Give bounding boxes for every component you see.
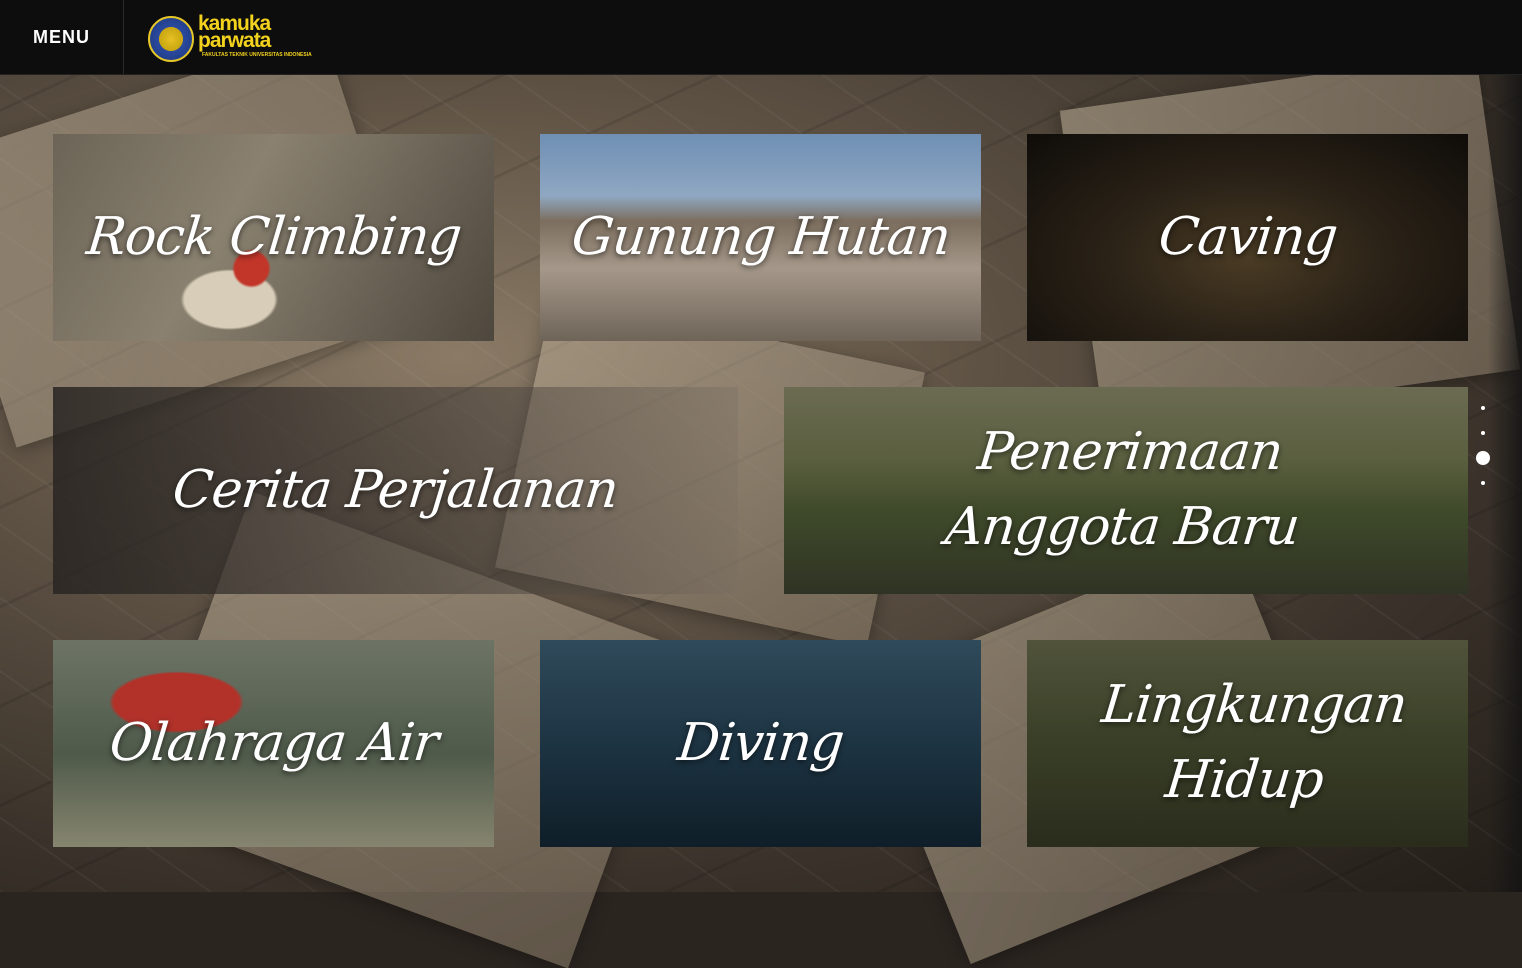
tile-label: Caving	[1155, 206, 1340, 267]
tile-gunung-hutan[interactable]: Gunung Hutan	[540, 134, 981, 341]
pagination-dot[interactable]	[1481, 431, 1485, 435]
tile-rock-climbing[interactable]: Rock Climbing	[53, 134, 494, 341]
pagination-dot[interactable]	[1481, 406, 1485, 410]
top-navigation-bar: MENU kamuka parwata FAKULTAS TEKNIK UNIV…	[0, 0, 1522, 75]
kamuka-parwata-logo[interactable]: kamuka parwata FAKULTAS TEKNIK UNIVERSIT…	[148, 12, 312, 62]
tile-lingkungan-hidup[interactable]: Lingkungan Hidup	[1027, 640, 1468, 847]
tile-penerimaan-anggota-baru[interactable]: Penerimaan Anggota Baru	[784, 387, 1468, 594]
tile-cerita-perjalanan[interactable]: Cerita Perjalanan	[53, 387, 738, 594]
tile-label: Diving	[674, 712, 847, 773]
faculty-emblem-icon	[148, 16, 194, 62]
right-edge-shade	[1488, 74, 1522, 892]
tile-label: Olahraga Air	[106, 712, 441, 773]
logo-text-line1: kamuka	[198, 12, 271, 35]
menu-button[interactable]: MENU	[0, 0, 124, 74]
section-pagination	[1470, 396, 1496, 496]
logo-subtitle: FAKULTAS TEKNIK UNIVERSITAS INDONESIA	[202, 52, 312, 58]
tile-label: Cerita Perjalanan	[170, 459, 621, 520]
pagination-dot[interactable]	[1481, 481, 1485, 485]
tile-label: Penerimaan Anggota Baru	[942, 422, 1302, 558]
tile-diving[interactable]: Diving	[540, 640, 981, 847]
tile-caving[interactable]: Caving	[1027, 134, 1468, 341]
logo-text-line2: parwata	[198, 29, 271, 52]
pagination-dot-active[interactable]	[1476, 451, 1490, 465]
tile-olahraga-air[interactable]: Olahraga Air	[53, 640, 494, 847]
tile-label: Rock Climbing	[83, 206, 464, 267]
tile-label: Gunung Hutan	[568, 206, 953, 267]
tile-label: Lingkungan Hidup	[1098, 675, 1409, 811]
